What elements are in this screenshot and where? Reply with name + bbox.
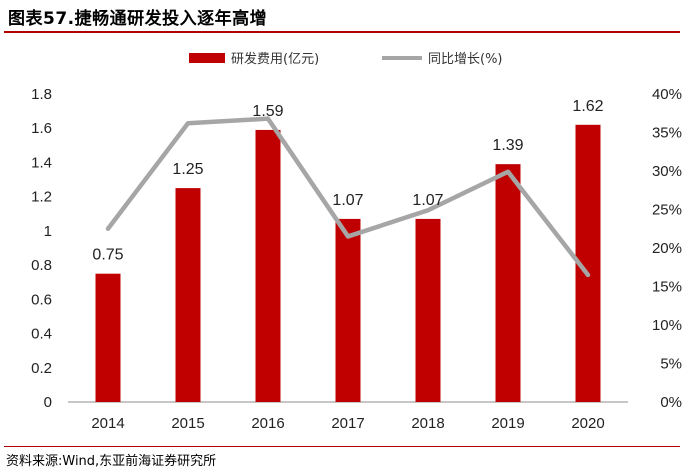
x-tick-label: 2020: [571, 415, 604, 432]
x-tick-label: 2015: [171, 415, 204, 432]
bar: [175, 188, 201, 402]
bar-value-label: 1.59: [252, 103, 283, 120]
y-left-tick-label: 0.4: [31, 326, 52, 343]
x-tick-label: 2014: [91, 415, 124, 432]
bar: [95, 273, 121, 402]
bar-value-label: 1.07: [412, 192, 443, 209]
x-tick-label: 2017: [331, 415, 364, 432]
y-right-tick-label: 10%: [652, 317, 682, 334]
y-right-tick-label: 30%: [652, 163, 682, 180]
bar-value-label: 1.62: [572, 98, 603, 115]
data-labels: 0.75 1.25 1.59 1.07 1.07 1.39 1.62: [92, 98, 603, 264]
title-divider: [4, 31, 680, 33]
bar-series: [95, 124, 601, 403]
legend-line-label: 同比增长(%): [428, 52, 503, 67]
legend-bar-swatch: [189, 53, 225, 63]
y-right-tick-label: 5%: [660, 356, 682, 373]
y-right-tick-label: 0%: [660, 394, 682, 411]
bar: [255, 129, 281, 402]
y-right-tick-label: 35%: [652, 125, 682, 142]
footer-divider: [4, 446, 680, 447]
growth-line: [105, 116, 591, 278]
legend: 研发费用(亿元) 同比增长(%): [189, 51, 503, 67]
y-left-tick-label: 0: [44, 394, 52, 411]
y-right-tick-label: 40%: [652, 86, 682, 103]
line-series: [105, 116, 591, 278]
y-left-tick-label: 1.6: [31, 120, 52, 137]
y-right-tick-label: 20%: [652, 240, 682, 257]
y-left-tick-label: 0.8: [31, 257, 52, 274]
y-left-tick-label: 0.6: [31, 291, 52, 308]
chart-title: 图表57.捷畅通研发投入逐年高增: [8, 9, 268, 29]
chart: 研发费用(亿元) 同比增长(%) 0 0.2 0.4 0.6 0.8 1 1.2 1.4 1.6 1…: [31, 51, 682, 432]
y-right-tick-label: 25%: [652, 202, 682, 219]
bar-value-label: 1.07: [332, 192, 363, 209]
axes: 0 0.2 0.4 0.6 0.8 1 1.2 1.4 1.6 1.8 0% 5% 10% 15% 20% 2…: [31, 86, 682, 432]
y-right-tick-label: 15%: [652, 279, 682, 296]
y-left-tick-label: 1.4: [31, 154, 52, 171]
bar-value-label: 1.25: [172, 161, 203, 178]
y-left-tick-label: 1.8: [31, 86, 52, 103]
bar: [335, 218, 361, 402]
y-left-tick-label: 0.2: [31, 360, 52, 377]
bar-value-label: 1.39: [492, 137, 523, 154]
bar: [415, 218, 441, 402]
x-tick-label: 2016: [251, 415, 284, 432]
bar-value-label: 0.75: [92, 247, 123, 264]
x-tick-label: 2019: [491, 415, 524, 432]
y-left-tick-label: 1: [44, 223, 52, 240]
legend-bar-label: 研发费用(亿元): [231, 51, 319, 67]
source-note: 资料来源:Wind,东亚前海证券研究所: [6, 454, 217, 469]
y-left-tick-label: 1.2: [31, 189, 52, 206]
bar: [495, 164, 521, 402]
x-tick-label: 2018: [411, 415, 444, 432]
